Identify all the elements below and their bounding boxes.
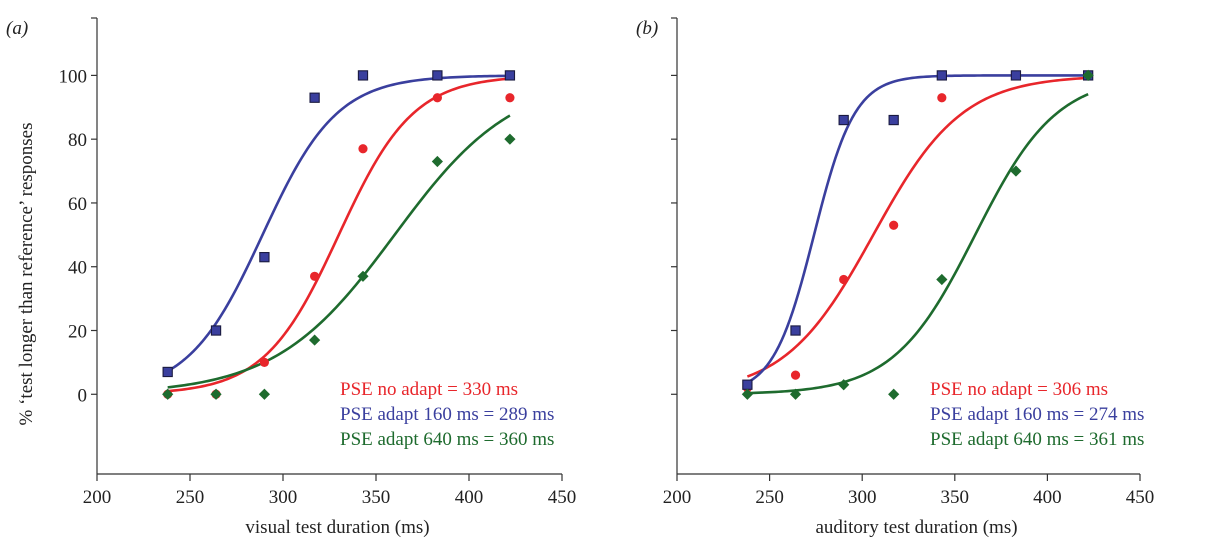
legend-entry: PSE adapt 640 ms = 361 ms bbox=[930, 429, 1144, 450]
data-point-square bbox=[888, 114, 899, 126]
x-tick-label: 200 bbox=[83, 487, 112, 508]
y-tick-label: 80 bbox=[68, 130, 87, 151]
x-tick-label: 400 bbox=[1033, 487, 1062, 508]
data-point-diamond bbox=[504, 133, 516, 145]
legend-entry: PSE adapt 160 ms = 289 ms bbox=[340, 404, 554, 425]
data-point-square bbox=[838, 114, 849, 126]
data-point-diamond bbox=[162, 388, 174, 400]
y-tick-label: 40 bbox=[68, 258, 87, 279]
data-point-diamond bbox=[838, 379, 850, 391]
data-point-circle bbox=[839, 274, 849, 285]
fit-curve bbox=[746, 74, 1089, 384]
panel-label: (a) bbox=[6, 18, 28, 39]
data-point-diamond bbox=[936, 273, 948, 286]
data-point-circle bbox=[310, 271, 320, 281]
data-point-diamond bbox=[1082, 69, 1094, 81]
x-tick-label: 200 bbox=[663, 487, 692, 508]
data-point-diamond bbox=[1010, 165, 1022, 177]
y-tick-label: 20 bbox=[68, 322, 87, 343]
data-point-square bbox=[790, 325, 801, 336]
fit-curve bbox=[747, 92, 1089, 395]
x-tick-label: 450 bbox=[1126, 487, 1155, 508]
data-point-square bbox=[309, 92, 320, 103]
x-tick-label: 350 bbox=[941, 487, 970, 508]
data-point-diamond bbox=[210, 388, 222, 400]
legend-entry: PSE no adapt = 330 ms bbox=[340, 379, 518, 400]
legend-entry: PSE no adapt = 306 ms bbox=[930, 379, 1108, 400]
y-axis-title: % ‘test longer than reference’ responses bbox=[16, 123, 37, 426]
chart-panel-b: 200 250 300 350 400 450 auditory test duration… bbox=[636, 17, 1155, 538]
data-point-circle bbox=[259, 357, 269, 367]
data-point-diamond bbox=[309, 334, 321, 346]
y-tick-label: 100 bbox=[59, 66, 88, 87]
x-tick-label: 300 bbox=[848, 487, 877, 508]
legend-entry: PSE adapt 640 ms = 360 ms bbox=[340, 429, 554, 450]
data-point-circle bbox=[790, 370, 801, 380]
data-point-circle bbox=[937, 93, 947, 103]
x-tick-label: 400 bbox=[455, 487, 484, 508]
data-point-circle bbox=[358, 144, 368, 154]
x-tick-label: 450 bbox=[548, 487, 577, 508]
x-tick-label: 250 bbox=[755, 487, 784, 508]
fit-curve bbox=[167, 114, 511, 389]
chart-panel-a: 0 20 40 60 80 100 200 250 300 350 400 450 visual tes… bbox=[6, 17, 577, 538]
data-point-square bbox=[1010, 70, 1022, 81]
data-point-circle bbox=[889, 220, 899, 230]
data-point-square bbox=[259, 252, 270, 263]
data-point-circle bbox=[505, 93, 515, 103]
data-point-diamond bbox=[258, 388, 270, 400]
x-axis-title: visual test duration (ms) bbox=[245, 517, 429, 538]
fit-curve bbox=[167, 74, 510, 373]
data-point-square bbox=[162, 366, 173, 378]
fit-curve bbox=[167, 77, 511, 393]
data-point-square bbox=[357, 70, 369, 81]
data-point-diamond bbox=[431, 155, 443, 168]
x-tick-label: 300 bbox=[269, 487, 298, 508]
y-tick-label: 60 bbox=[68, 194, 87, 215]
y-tick-label: 0 bbox=[78, 385, 88, 406]
data-point-diamond bbox=[789, 388, 802, 400]
data-point-diamond bbox=[741, 388, 753, 400]
x-axis-title: auditory test duration (ms) bbox=[815, 517, 1017, 538]
fit-curve bbox=[746, 76, 1089, 378]
panel-label: (b) bbox=[636, 18, 658, 39]
data-point-circle bbox=[432, 93, 442, 103]
legend-entry: PSE adapt 160 ms = 274 ms bbox=[930, 404, 1144, 425]
data-point-square bbox=[210, 325, 222, 336]
data-point-square bbox=[742, 379, 753, 390]
x-tick-label: 350 bbox=[362, 487, 391, 508]
data-point-square bbox=[936, 70, 947, 81]
data-point-square bbox=[504, 70, 516, 81]
x-tick-label: 250 bbox=[176, 487, 205, 508]
data-point-diamond bbox=[357, 270, 369, 282]
data-point-diamond bbox=[888, 388, 900, 400]
data-point-square bbox=[432, 70, 443, 81]
